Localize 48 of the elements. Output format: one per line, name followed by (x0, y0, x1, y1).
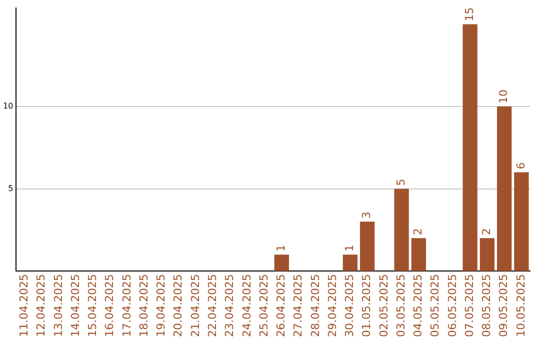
x-tick-label: 19.04.2025 (154, 274, 168, 338)
x-tick-label: 21.04.2025 (188, 274, 202, 338)
data-label: 1 (343, 244, 356, 252)
data-label: 3 (360, 212, 374, 219)
x-tick-label: 06.05.2025 (446, 274, 459, 338)
x-tick-label: 16.04.2025 (103, 274, 116, 338)
x-tick-label: 07.05.2025 (462, 274, 476, 338)
bar (342, 254, 358, 272)
bar (360, 222, 375, 272)
x-tick-label: 02.05.2025 (377, 274, 390, 338)
data-label: 2 (412, 228, 425, 236)
bar (394, 188, 409, 272)
x-tick-label: 17.04.2025 (120, 274, 134, 338)
x-tick-label: 26.04.2025 (274, 274, 288, 338)
x-tick-label: 12.04.2025 (34, 274, 48, 338)
x-tick-label: 30.04.2025 (343, 274, 356, 338)
x-tick-label: 11.04.2025 (18, 274, 31, 338)
x-tick-label: 05.05.2025 (428, 274, 442, 338)
bar (514, 172, 529, 272)
data-label: 1 (274, 244, 288, 252)
data-label: 15 (462, 7, 476, 22)
x-tick-label: 10.05.2025 (514, 274, 528, 338)
data-label: 6 (514, 162, 528, 170)
x-tick-label: 24.04.2025 (240, 274, 254, 338)
x-tick-label: 29.04.2025 (326, 274, 339, 338)
data-label: 10 (497, 90, 510, 104)
x-tick-label: 20.04.2025 (172, 274, 185, 338)
x-tick-label: 08.05.2025 (480, 274, 494, 338)
bar (496, 106, 512, 272)
x-tick-label: 22.04.2025 (206, 274, 220, 338)
x-tick-label: 01.05.2025 (360, 274, 374, 338)
x-tick-label: 14.04.2025 (68, 274, 82, 338)
bar (480, 238, 495, 272)
x-tick-label: 27.04.2025 (292, 274, 305, 338)
x-tick-label: 28.04.2025 (308, 274, 322, 338)
data-label: 2 (480, 228, 494, 236)
x-tick-label: 25.04.2025 (257, 274, 270, 338)
x-tick-label: 18.04.2025 (137, 274, 150, 338)
x-tick-label: 04.05.2025 (412, 274, 425, 338)
bar (462, 24, 478, 272)
x-tick-label: 15.04.2025 (86, 274, 100, 338)
x-tick-label: 13.04.2025 (52, 274, 65, 338)
x-tick-label: 23.04.2025 (223, 274, 236, 338)
bar (274, 254, 289, 272)
x-tick-label: 03.05.2025 (394, 274, 408, 338)
data-label: 5 (394, 178, 408, 186)
x-tick-label: 09.05.2025 (497, 274, 510, 338)
bar (411, 238, 426, 272)
